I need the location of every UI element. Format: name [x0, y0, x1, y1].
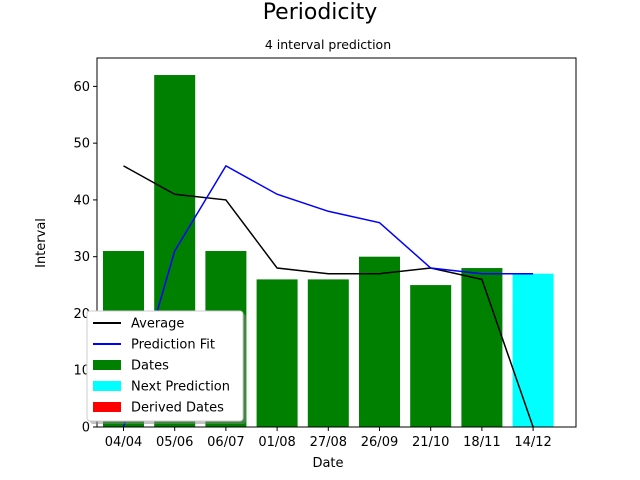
legend-label-dates: Dates — [131, 359, 169, 374]
bar-next-prediction-8 — [512, 273, 554, 427]
line-layer — [122, 164, 534, 428]
x-tick-label-4: 27/08 — [310, 435, 347, 450]
y-tick-label-50: 50 — [73, 137, 90, 152]
y-axis: 0 10 20 30 40 50 60 — [73, 80, 97, 436]
y-tick-label-40: 40 — [73, 193, 90, 208]
legend: Average Prediction Fit Dates Next Predictio… — [86, 310, 246, 424]
x-tick-label-5: 26/09 — [361, 435, 398, 450]
legend-label-prediction-fit: Prediction Fit — [131, 338, 215, 353]
legend-label-next-prediction: Next Prediction — [131, 380, 230, 395]
legend-swatch-next-prediction — [93, 381, 121, 391]
y-tick-label-0: 0 — [82, 421, 90, 436]
x-tick-label-3: 01/08 — [258, 435, 295, 450]
bar-dates-6 — [410, 285, 452, 427]
line-prediction-fit — [122, 164, 534, 428]
legend-swatch-derived-dates — [93, 402, 121, 412]
chart-title: Periodicity — [263, 0, 378, 25]
y-axis-label: Interval — [34, 218, 49, 268]
bar-dates-4 — [307, 279, 349, 427]
x-tick-label-7: 18/11 — [463, 435, 500, 450]
legend-label-average: Average — [131, 317, 184, 332]
legend-swatch-dates — [93, 360, 121, 370]
y-tick-label-30: 30 — [73, 250, 90, 265]
x-axis: 04/04 05/06 06/07 01/08 27/08 26/09 21/10 18/11… — [105, 427, 552, 450]
legend-box — [86, 310, 244, 422]
bar-dates-3 — [256, 279, 298, 427]
x-tick-label-6: 21/10 — [412, 435, 449, 450]
x-axis-label: Date — [312, 456, 343, 471]
x-tick-label-1: 05/06 — [156, 435, 193, 450]
bar-dates-5 — [359, 256, 400, 427]
bar-layer — [103, 75, 554, 428]
y-tick-label-60: 60 — [73, 80, 90, 95]
line-average — [123, 165, 534, 428]
y-tick-label-20: 20 — [73, 307, 90, 322]
chart-subtitle: 4 interval prediction — [265, 37, 391, 52]
plot-frame — [96, 57, 577, 428]
legend-label-derived-dates: Derived Dates — [131, 401, 224, 416]
y-tick-label-10: 10 — [73, 364, 90, 379]
bar-dates-7 — [461, 268, 503, 427]
x-tick-label-8: 14/12 — [514, 435, 551, 450]
x-tick-label-2: 06/07 — [207, 435, 244, 450]
x-tick-label-0: 04/04 — [105, 435, 142, 450]
